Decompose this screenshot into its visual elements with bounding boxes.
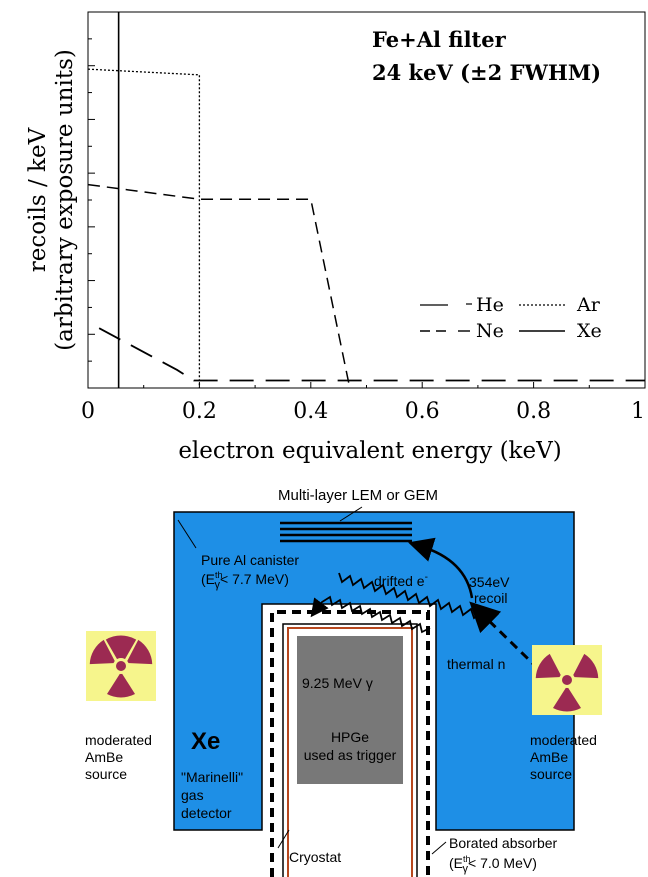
cryostat-label: Cryostat (289, 849, 341, 865)
gamma-label: 9.25 MeV γ (302, 675, 373, 691)
borated-pointer (431, 841, 447, 855)
marinelli-label-line1: "Marinelli" (181, 769, 243, 785)
legend-ne-label: Ne (476, 320, 504, 342)
right-source-label-line2: AmBe (530, 749, 568, 765)
thermal-neutron-label: thermal n (447, 656, 505, 672)
left-source-label-line1: moderated (85, 732, 152, 748)
chart-title: Fe+Al filter (372, 27, 507, 52)
lem-gem-stack (280, 521, 412, 543)
x-axis-label: electron equivalent energy (keV) (178, 438, 561, 464)
cryostat-pointer (277, 829, 290, 849)
right-source-label-line1: moderated (530, 732, 597, 748)
canister-pointer (177, 519, 197, 549)
x-tick-label: 0.4 (293, 399, 328, 424)
legend-ar-label: Ar (576, 294, 601, 316)
x-tick-label: 0.2 (182, 399, 217, 424)
hpge-label: HPGe (331, 729, 369, 745)
y-axis-label-line1: recoils / keV (25, 127, 51, 272)
legend-he-label: He (476, 294, 504, 316)
marinelli-label-line2: gas (181, 787, 204, 803)
left-source-label-line3: source (85, 766, 127, 782)
y-axis-minor-ticks (88, 11, 95, 389)
borated-absorber-outline (270, 610, 430, 877)
thermal-neutron-arrow (469, 601, 562, 692)
cryostat-orange-line (287, 627, 413, 877)
cryostat-outline (282, 623, 418, 877)
drifted-electron-label: drifted e- (374, 572, 428, 589)
borated-absorber-label: Borated absorber (449, 835, 558, 851)
right-ambe-source (532, 645, 602, 715)
x-tick-label: 0.6 (405, 399, 440, 424)
gamma-zigzag-arrow-lower (310, 595, 431, 634)
hpge-crystal (297, 636, 403, 784)
recoil-energy-label: 354eV (469, 574, 510, 590)
series-line-ar (87, 68, 201, 388)
legend: He Ar Ne Xe (420, 294, 602, 342)
x-tick-label: 0 (81, 399, 95, 424)
x-tick-label: 0.8 (516, 399, 551, 424)
lem-gem-pointer (339, 506, 363, 522)
xe-label: Xe (191, 728, 220, 755)
drifted-electron-arrow (408, 537, 474, 599)
recoil-spectrum-chart: 0 0.2 0.4 0.6 0.8 1 Fe+Al filter 24 keV (±2 F… (25, 11, 646, 464)
y-axis-label-line2: (arbitrary exposure units) (52, 49, 78, 351)
x-tick-label: 1 (631, 399, 645, 424)
left-radiation-icon (89, 635, 153, 698)
canister-threshold-label: (Eth γ< 7.7 MeV) (201, 570, 289, 591)
legend-xe-label: Xe (577, 320, 602, 342)
gamma-zigzag-arrow (338, 572, 483, 620)
lem-gem-label: Multi-layer LEM or GEM (278, 487, 438, 504)
x-axis-ticks: 0 0.2 0.4 0.6 0.8 1 (81, 382, 646, 424)
canister-label: Pure Al canister (201, 552, 299, 568)
right-source-label-line3: source (530, 766, 572, 782)
marinelli-label-line3: detector (181, 805, 232, 821)
series-line-unlabeled-4 (98, 327, 645, 382)
borated-threshold-label: (Eth γ< 7.0 MeV) (449, 854, 537, 875)
right-radiation-icon (535, 653, 599, 712)
series-line-ne (87, 183, 351, 389)
recoil-label: recoil (474, 590, 507, 606)
series-layer (87, 12, 645, 389)
al-canister (173, 511, 575, 831)
left-ambe-source (86, 631, 156, 701)
left-source-label-line2: AmBe (85, 749, 123, 765)
chart-subtitle: 24 keV (±2 FWHM) (372, 60, 601, 85)
hpge-trigger-label: used as trigger (304, 747, 397, 763)
